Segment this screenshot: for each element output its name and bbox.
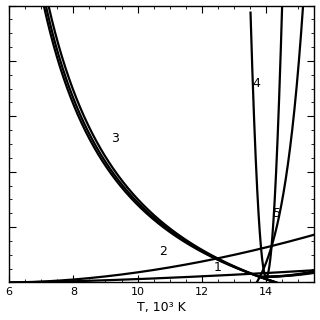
Text: 2: 2 <box>159 245 167 259</box>
Text: 3: 3 <box>111 132 119 145</box>
X-axis label: T, 10³ K: T, 10³ K <box>137 301 186 315</box>
Text: 1: 1 <box>214 261 222 274</box>
Text: 4: 4 <box>253 76 260 90</box>
Text: 5: 5 <box>274 207 282 220</box>
